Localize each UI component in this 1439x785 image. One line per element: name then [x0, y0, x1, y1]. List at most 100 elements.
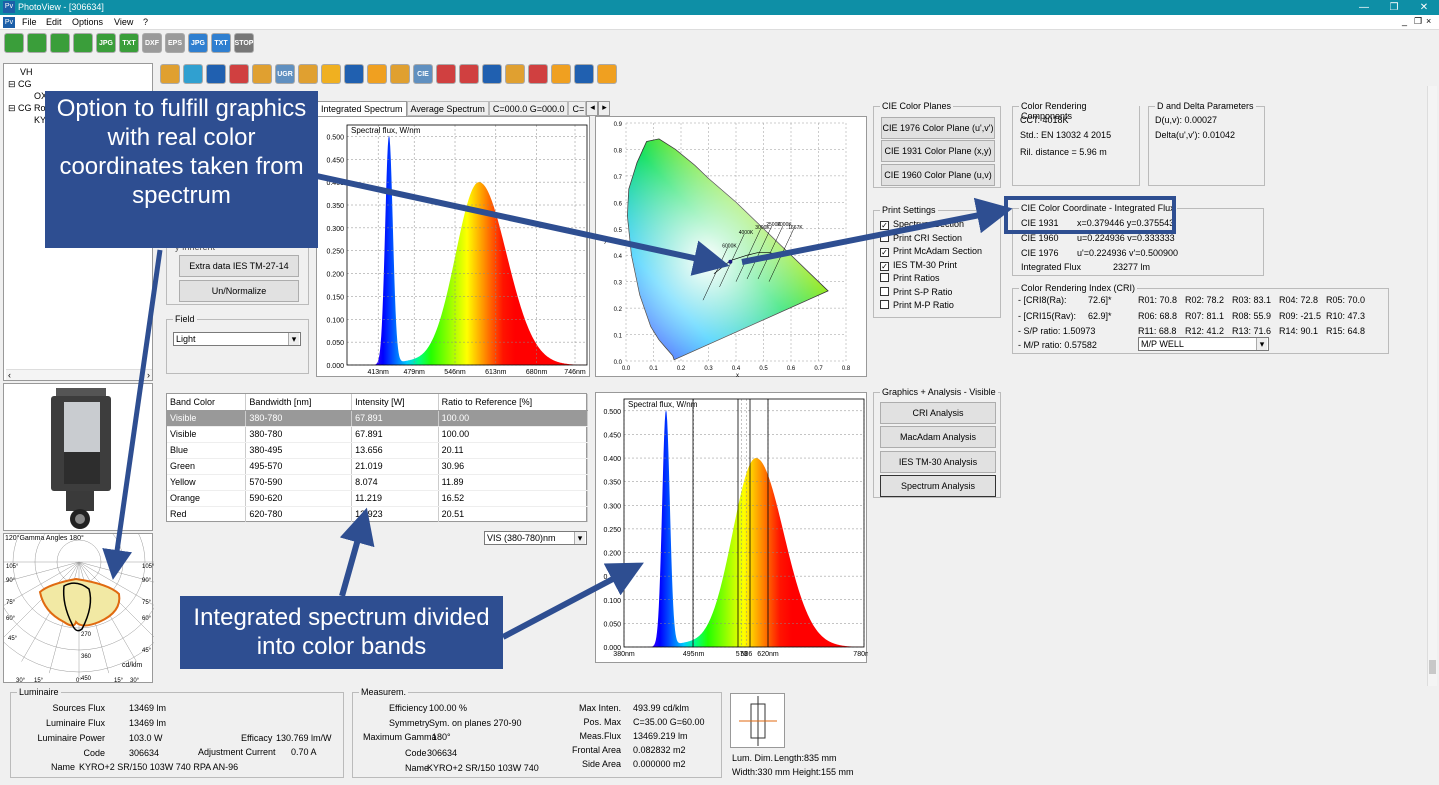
mp-select[interactable]: M/P WELL — [1138, 337, 1269, 351]
band-row[interactable]: Red 620-780 13.923 20.51 — [167, 506, 589, 523]
toolbar1-button-1-icon[interactable] — [27, 33, 47, 53]
tree-item-cgroa[interactable]: ⊟ CG Roa — [8, 103, 51, 113]
toolbar2-button-12-icon[interactable] — [436, 64, 456, 84]
main-vscrollbar[interactable] — [1427, 86, 1437, 686]
print-checkbox[interactable] — [880, 273, 889, 282]
tree-hscrollbar[interactable]: ‹ › — [6, 369, 152, 380]
band-row[interactable]: Orange 590-620 11.219 16.52 — [167, 490, 589, 507]
field-select[interactable]: Light — [173, 332, 301, 346]
print-checkbox[interactable]: ✓ — [880, 261, 889, 271]
print-checkbox[interactable] — [880, 286, 889, 296]
scroll-right-icon[interactable]: › — [147, 370, 150, 380]
cie1976-plane-button[interactable]: CIE 1976 Color Plane (u',v') — [881, 117, 995, 139]
toolbar2-button-18-icon[interactable] — [574, 64, 594, 84]
mdi-close-icon[interactable]: × — [1426, 16, 1432, 26]
tab-integrated-spectrum[interactable]: Integrated Spectrum — [317, 101, 407, 116]
print-option[interactable]: Print CRI Section — [880, 232, 982, 247]
print-checkbox[interactable]: ✓ — [880, 248, 889, 257]
tab-c000[interactable]: C=000.0 G=000.0 — [488, 101, 569, 116]
print-checkbox[interactable]: ✓ — [880, 221, 889, 230]
minimize-icon[interactable]: — — [1359, 2, 1369, 13]
toolbar2-button-2-icon[interactable] — [206, 64, 226, 84]
tab-scroll-left-icon[interactable]: ◂ — [586, 101, 599, 116]
print-checkbox[interactable] — [880, 300, 889, 309]
band-row[interactable]: Green 495-570 21.019 30.96 — [167, 458, 589, 475]
toolbar1-button-4-icon[interactable]: JPG — [96, 33, 116, 53]
toolbar2-button-9-icon[interactable] — [367, 64, 387, 84]
cie-ytick: 0.7 — [614, 175, 623, 181]
toolbar1-button-8-icon[interactable]: JPG — [188, 33, 208, 53]
print-option[interactable]: ✓ Spectrum Section — [880, 219, 982, 233]
cri-value: R07: 81.1 — [1185, 311, 1225, 321]
tab-c-partial[interactable]: C=( — [568, 101, 587, 116]
chart1-ytick: 0.050 — [326, 340, 344, 347]
extra-data-button[interactable]: Extra data IES TM-27-14 — [179, 255, 299, 277]
band-row[interactable]: Yellow 570-590 8.074 11.89 — [167, 474, 589, 491]
menu-view[interactable]: View — [114, 17, 134, 27]
chart2-frame — [623, 398, 865, 648]
mdi-minimize-icon[interactable]: _ — [1402, 16, 1408, 26]
cie1931-plane-button[interactable]: CIE 1931 Color Plane (x,y) — [881, 140, 995, 162]
toolbar2-button-11-icon[interactable]: CIE — [413, 64, 433, 84]
print-option[interactable]: Print Ratios — [880, 273, 982, 287]
close-icon[interactable]: ✕ — [1419, 2, 1429, 13]
band-row[interactable]: Visible 380-780 67.891 100.00 — [167, 426, 589, 443]
band-cell: 380-780 — [245, 410, 353, 427]
print-option[interactable]: Print M-P Ratio — [880, 300, 982, 314]
cri-analysis-button[interactable]: CRI Analysis — [880, 402, 996, 424]
tree-item-oxi[interactable]: OXI — [34, 91, 50, 101]
menu-file[interactable]: File — [22, 17, 37, 27]
spectrum-analysis-button[interactable]: Spectrum Analysis — [880, 475, 996, 497]
band-cell: 16.52 — [438, 490, 589, 507]
toolbar2-button-4-icon[interactable] — [252, 64, 272, 84]
scroll-left-icon[interactable]: ‹ — [8, 370, 11, 380]
macadam-analysis-button[interactable]: MacAdam Analysis — [880, 426, 996, 448]
print-checkbox[interactable] — [880, 232, 889, 242]
cie1960-plane-button[interactable]: CIE 1960 Color Plane (u,v) — [881, 164, 995, 186]
toolbar2-button-5-icon[interactable]: UGR — [275, 64, 295, 84]
toolbar1-button-10-icon[interactable]: STOP — [234, 33, 254, 53]
print-option[interactable]: ✓ Print McAdam Section — [880, 246, 982, 260]
toolbar1-button-2-icon[interactable] — [50, 33, 70, 53]
menu-help[interactable]: ? — [143, 17, 149, 27]
toolbar2-button-16-icon[interactable] — [528, 64, 548, 84]
print-option[interactable]: Print S-P Ratio — [880, 286, 982, 301]
toolbar1-button-3-icon[interactable] — [73, 33, 93, 53]
band-range-select[interactable]: VIS (380-780)nm — [484, 531, 587, 545]
tree-item-kyr[interactable]: KYR — [34, 115, 53, 125]
toolbar1-button-6-icon[interactable]: DXF — [142, 33, 162, 53]
toolbar2-button-7-icon[interactable] — [321, 64, 341, 84]
tab-average-spectrum[interactable]: Average Spectrum — [406, 101, 489, 116]
toolbar1-button-5-icon[interactable]: TXT — [119, 33, 139, 53]
toolbar2-button-19-icon[interactable] — [597, 64, 617, 84]
menu-edit[interactable]: Edit — [46, 17, 62, 27]
tree-item-vh[interactable]: VH — [20, 67, 33, 77]
tm30-analysis-button[interactable]: IES TM-30 Analysis — [880, 451, 996, 473]
toolbar1-button-9-icon[interactable]: TXT — [211, 33, 231, 53]
tree-item-cg[interactable]: ⊟ CG — [8, 79, 32, 89]
toolbar2-button-6-icon[interactable] — [298, 64, 318, 84]
toolbar2-button-17-icon[interactable] — [551, 64, 571, 84]
maximize-icon[interactable]: ❐ — [1389, 2, 1399, 13]
tab-scroll-right-icon[interactable]: ▸ — [598, 101, 611, 116]
unnormalize-button[interactable]: Un/Normalize — [179, 280, 299, 302]
menu-options[interactable]: Options — [72, 17, 104, 27]
toolbar2-button-8-icon[interactable] — [344, 64, 364, 84]
toolbar1-button-7-icon[interactable]: EPS — [165, 33, 185, 53]
toolbar2-button-15-icon[interactable] — [505, 64, 525, 84]
toolbar2-button-3-icon[interactable] — [229, 64, 249, 84]
cie-cct-label: 6000K — [722, 243, 737, 249]
chart2-ytick: 0.250 — [603, 527, 621, 534]
mdi-restore-icon[interactable]: ❐ — [1414, 16, 1423, 26]
toolbar2-button-13-icon[interactable] — [459, 64, 479, 84]
toolbar2-button-1-icon[interactable] — [183, 64, 203, 84]
band-row[interactable]: Blue 380-495 13.656 20.11 — [167, 442, 589, 459]
print-option[interactable]: ✓ IES TM-30 Print — [880, 260, 982, 274]
cri-value: R12: 41.2 — [1185, 326, 1225, 336]
vscroll-thumb[interactable] — [1429, 660, 1436, 674]
band-row[interactable]: Visible 380-780 67.891 100.00 — [167, 410, 589, 427]
toolbar2-button-10-icon[interactable] — [390, 64, 410, 84]
toolbar2-button-0-icon[interactable] — [160, 64, 180, 84]
toolbar2-button-14-icon[interactable] — [482, 64, 502, 84]
toolbar1-button-0-icon[interactable] — [4, 33, 24, 53]
